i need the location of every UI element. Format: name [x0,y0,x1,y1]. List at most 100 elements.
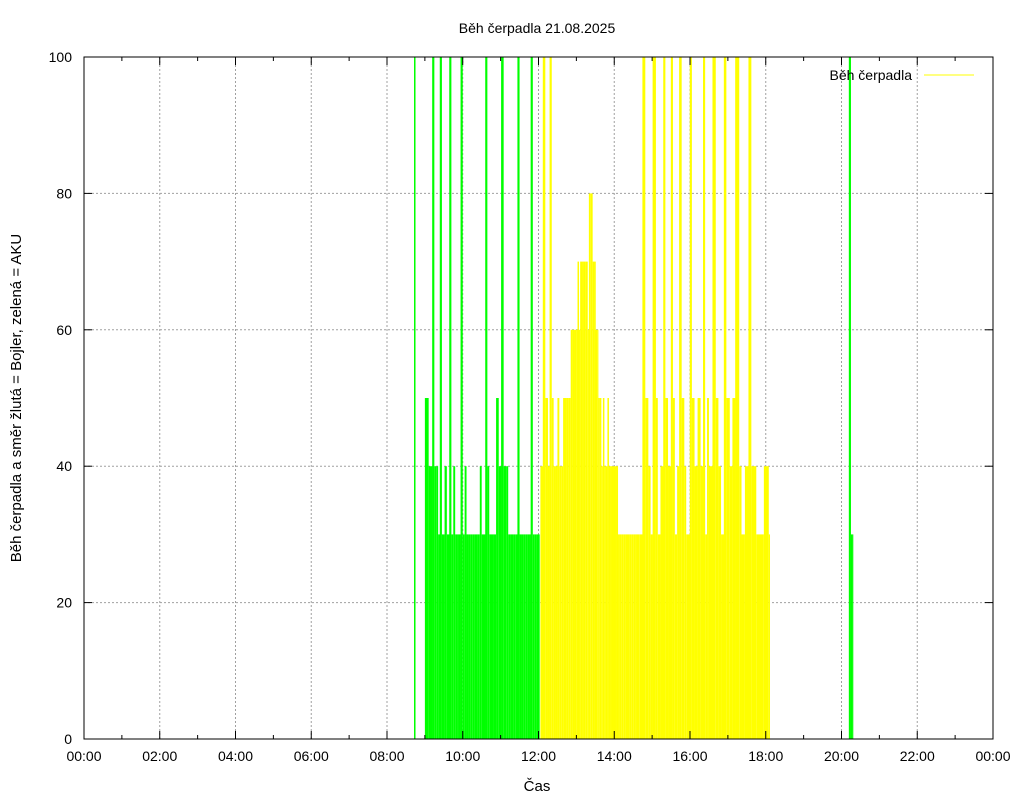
data-bar [457,534,459,739]
data-bar [464,466,467,739]
data-bar [453,466,456,739]
data-bar [479,466,482,739]
x-tick-label: 00:00 [66,748,101,764]
data-bar [601,466,603,739]
data-bar [466,534,469,739]
data-bar [576,329,578,739]
data-bar [650,534,653,739]
data-bar [627,534,630,739]
data-bar [594,261,596,739]
data-bar [434,466,437,739]
data-bar [577,261,580,739]
legend-label: Běh čerpadla [829,67,912,83]
x-tick-label: 12:00 [521,748,556,764]
data-bar [561,466,564,739]
data-bar [441,534,445,739]
data-bar [523,534,526,739]
data-bar [721,534,725,739]
data-bar [621,534,624,739]
data-bar [590,193,593,739]
data-bar [615,466,617,739]
data-bar [487,466,490,739]
data-bar [481,534,486,739]
chart-title: Běh čerpadla 21.08.2025 [459,20,616,36]
data-bar [852,534,854,739]
data-bar [477,534,480,739]
x-tick-label: 18:00 [748,748,783,764]
data-bar [583,261,586,739]
data-bar [610,466,612,739]
data-bar [588,193,591,739]
plot-frame [83,56,994,740]
data-bar [521,534,524,739]
data-bar [729,466,733,739]
data-bar [718,466,722,739]
x-tick-label: 08:00 [369,748,404,764]
x-tick-label: 02:00 [142,748,177,764]
data-bar [563,398,566,739]
data-bar [607,398,609,739]
axis-ticks: 00:00 02:00 04:00 06:00 08:00 10:00 12:00 14:00… [49,49,1011,764]
data-bar [751,466,757,739]
data-bar [592,261,595,739]
data-bar [585,261,588,739]
data-bar [510,534,512,739]
x-axis-label: Čas [524,778,551,795]
x-tick-label: 10:00 [445,748,480,764]
data-bar [438,534,441,739]
data-bar [579,329,581,739]
data-bar [513,534,516,739]
data-bar [618,534,620,739]
data-bar [645,398,649,739]
y-tick-label: 20 [56,595,72,611]
data-bar [655,398,658,739]
data-bar [474,534,477,739]
data-bar [476,534,478,739]
data-bar [566,398,569,739]
data-bar [538,534,540,739]
data-bar [648,466,651,739]
data-bar [599,398,602,739]
data-bar [619,534,622,739]
data-bar [455,534,458,739]
y-tick-label: 100 [49,49,73,65]
data-bar [446,534,450,739]
y-tick-label: 0 [64,731,72,747]
data-bar [572,329,575,739]
data-bar [527,534,530,739]
data-bar [597,329,599,739]
data-bar [850,534,853,739]
data-bar [635,534,637,739]
data-bar [633,534,636,739]
data-bar [540,466,544,739]
data-bar [580,261,583,739]
x-tick-label: 00:00 [975,748,1010,764]
data-bar [677,466,680,739]
series-bars [414,57,854,739]
data-bar [768,534,770,739]
data-bar [547,466,550,739]
data-bar [551,398,554,739]
data-bar [489,534,494,739]
data-bar [684,466,687,739]
data-bar [462,534,465,739]
data-bar [681,398,685,739]
data-bar [468,534,471,739]
data-bar [629,534,632,739]
data-bar [712,57,716,739]
data-bar [553,466,556,739]
data-bar [608,466,611,739]
data-bar [657,534,661,739]
data-bar [470,534,473,739]
data-bar [631,534,634,739]
data-bar [756,534,764,739]
x-tick-label: 04:00 [218,748,253,764]
data-bar [515,534,518,739]
data-bar [715,398,719,739]
series-bars [540,57,770,739]
data-bar [686,534,690,739]
data-bar [639,534,643,739]
data-bar [428,466,433,739]
data-bar [557,398,560,739]
data-bar [660,466,664,739]
